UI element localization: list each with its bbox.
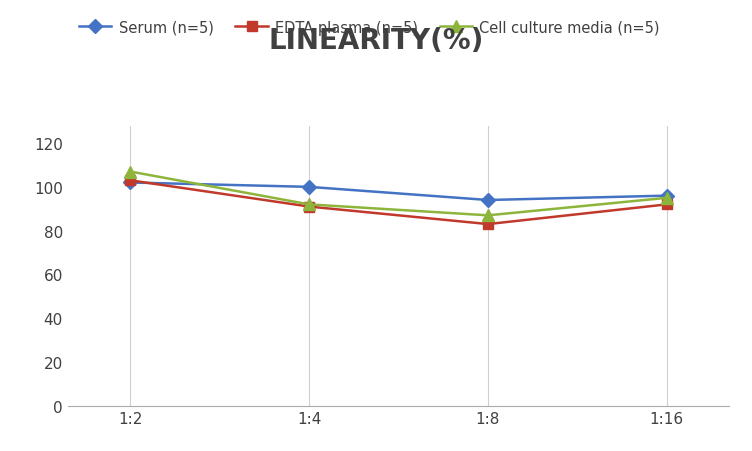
Cell culture media (n=5) [663, 196, 672, 201]
Cell culture media (n=5) [484, 213, 493, 219]
EDTA plasma (n=5) [305, 204, 314, 210]
Serum (n=5) [305, 185, 314, 190]
Cell culture media (n=5) [305, 202, 314, 207]
Cell culture media (n=5) [126, 170, 135, 175]
EDTA plasma (n=5) [484, 222, 493, 227]
Serum (n=5) [663, 193, 672, 199]
EDTA plasma (n=5) [126, 178, 135, 184]
Text: LINEARITY(%): LINEARITY(%) [268, 27, 484, 55]
Line: Cell culture media (n=5): Cell culture media (n=5) [125, 166, 672, 221]
Line: Serum (n=5): Serum (n=5) [126, 178, 672, 205]
Line: EDTA plasma (n=5): EDTA plasma (n=5) [126, 176, 672, 230]
Serum (n=5) [126, 180, 135, 186]
Serum (n=5) [484, 198, 493, 203]
EDTA plasma (n=5) [663, 202, 672, 207]
Legend: Serum (n=5), EDTA plasma (n=5), Cell culture media (n=5): Serum (n=5), EDTA plasma (n=5), Cell cul… [75, 16, 664, 40]
